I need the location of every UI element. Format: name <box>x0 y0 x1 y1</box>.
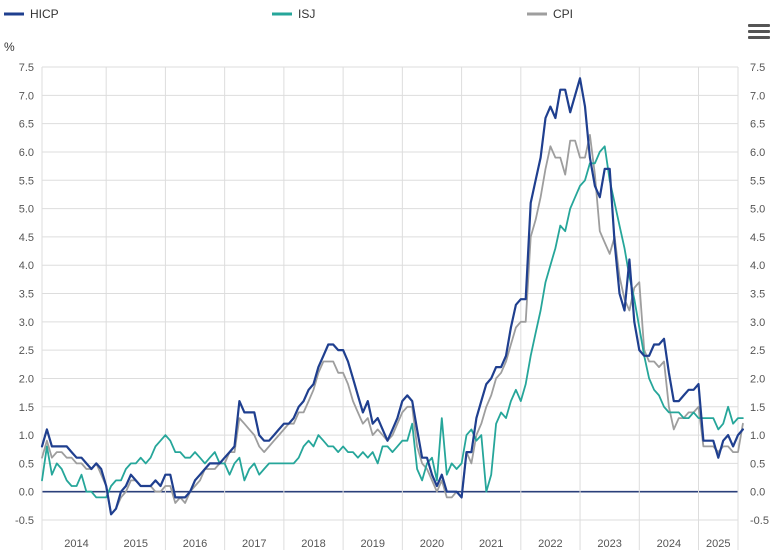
x-axis: 2014 2015 2016 2017 2018 2019 2020 2021 2022 2023… <box>64 538 730 550</box>
legend-label: ISJ <box>298 7 315 21</box>
y-tick-label-right: 2.0 <box>750 373 765 385</box>
y-tick-label-left: 4.0 <box>19 260 34 272</box>
y-tick-label-left: 6.5 <box>19 119 34 131</box>
x-tick-label: 2019 <box>360 538 384 550</box>
y-tick-label-right: 0.0 <box>750 487 765 499</box>
y-axis-unit-label: % <box>4 40 15 54</box>
y-tick-label-right: 4.5 <box>750 232 765 244</box>
legend-label: HICP <box>30 7 59 21</box>
chart-menu-icon[interactable] <box>748 24 770 42</box>
y-tick-label-left: 5.0 <box>19 204 34 216</box>
legend-item-cpi[interactable]: CPI <box>527 7 573 21</box>
y-tick-label-left: 7.5 <box>19 62 34 74</box>
x-tick-label: 2025 <box>706 538 730 550</box>
y-tick-label-left: 5.5 <box>19 175 34 187</box>
y-axis-left: -0.5 0.0 0.5 1.0 1.5 2.0 2.5 3.0 3.5 4.0 4.5 5.0 5.5… <box>15 62 34 527</box>
y-tick-label-left: 4.5 <box>19 232 34 244</box>
y-tick-label-left: 1.0 <box>19 430 34 442</box>
y-tick-label-left: 1.5 <box>19 402 34 414</box>
y-tick-label-right: 4.0 <box>750 260 765 272</box>
y-tick-label-right: 1.5 <box>750 402 765 414</box>
x-tick-label: 2022 <box>538 538 562 550</box>
y-tick-label-left: -0.5 <box>15 515 34 527</box>
y-tick-label-left: 3.0 <box>19 317 34 329</box>
x-tick-label: 2015 <box>124 538 148 550</box>
series-line-cpi <box>41 133 744 516</box>
y-tick-label-left: 2.0 <box>19 373 34 385</box>
x-tick-label: 2023 <box>597 538 621 550</box>
y-tick-label-left: 6.0 <box>19 147 34 159</box>
y-tick-label-right: 3.0 <box>750 317 765 329</box>
x-tick-label: 2024 <box>657 538 681 550</box>
x-tick-label: 2021 <box>479 538 503 550</box>
legend-item-hicp[interactable]: HICP <box>4 7 59 21</box>
y-tick-label-right: 5.5 <box>750 175 765 187</box>
x-tick-label: 2020 <box>420 538 444 550</box>
x-tick-label: 2016 <box>183 538 207 550</box>
y-axis-right: -0.5 0.0 0.5 1.0 1.5 2.0 2.5 3.0 3.5 4.0 4.5 5.0 5.5… <box>750 62 769 527</box>
y-tick-label-right: 0.5 <box>750 458 765 470</box>
y-tick-label-right: -0.5 <box>750 515 769 527</box>
legend-item-isj[interactable]: ISJ <box>272 7 315 21</box>
y-tick-label-right: 5.0 <box>750 204 765 216</box>
legend-label: CPI <box>553 7 573 21</box>
y-tick-label-right: 3.5 <box>750 289 765 301</box>
y-tick-label-right: 1.0 <box>750 430 765 442</box>
chart-legend: HICP ISJ CPI <box>4 7 573 21</box>
series-line-hicp <box>40 77 745 516</box>
x-tick-label: 2017 <box>242 538 266 550</box>
y-tick-label-left: 7.0 <box>19 90 34 102</box>
y-tick-label-left: 0.0 <box>19 487 34 499</box>
y-tick-label-left: 0.5 <box>19 458 34 470</box>
y-tick-label-left: 2.5 <box>19 345 34 357</box>
y-tick-label-right: 2.5 <box>750 345 765 357</box>
series-line-isj <box>41 145 744 499</box>
chart-series <box>40 77 745 516</box>
y-tick-label-right: 6.5 <box>750 119 765 131</box>
x-tick-label: 2018 <box>301 538 325 550</box>
y-tick-label-left: 3.5 <box>19 289 34 301</box>
y-tick-label-right: 7.0 <box>750 90 765 102</box>
y-tick-label-right: 6.0 <box>750 147 765 159</box>
y-tick-label-right: 7.5 <box>750 62 765 74</box>
x-tick-label: 2014 <box>64 538 88 550</box>
